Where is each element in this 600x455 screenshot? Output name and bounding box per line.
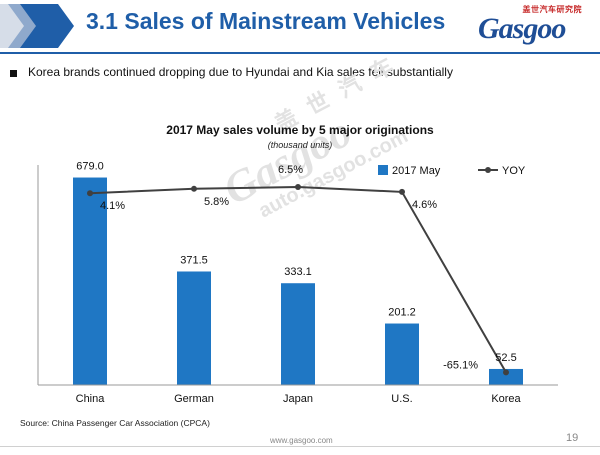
chevron-decoration-icon xyxy=(0,4,74,48)
chart-subtitle: (thousand units) xyxy=(268,140,333,150)
logo-wordmark: Gasgoo xyxy=(478,12,566,45)
yoy-point xyxy=(87,190,93,197)
footer-divider xyxy=(0,446,600,447)
bar-value-label: 371.5 xyxy=(180,254,208,266)
bar-value-label: 201.2 xyxy=(388,307,416,319)
legend-bar-swatch xyxy=(378,165,388,175)
header: 3.1 Sales of Mainstream Vehicles 盖世汽车研究院… xyxy=(0,0,600,52)
yoy-value-label: 5.8% xyxy=(204,196,229,208)
gasgoo-logo: 盖世汽车研究院 Gasgoo xyxy=(472,4,594,48)
yoy-value-label: 6.5% xyxy=(278,164,303,176)
x-tick-label: Japan xyxy=(283,393,313,405)
header-divider xyxy=(0,52,600,54)
yoy-point xyxy=(503,369,509,376)
x-tick-label: U.S. xyxy=(391,393,412,405)
source-note: Source: China Passenger Car Association … xyxy=(20,418,210,428)
bar xyxy=(489,368,523,385)
x-tick-label: German xyxy=(174,393,214,405)
bar xyxy=(385,323,419,385)
yoy-point xyxy=(295,184,301,190)
x-tick-label: Korea xyxy=(491,393,521,405)
yoy-point xyxy=(191,185,197,192)
legend-line-marker xyxy=(485,167,491,173)
bar-value-label: 52.5 xyxy=(495,352,516,364)
yoy-point xyxy=(399,188,405,195)
yoy-value-label: -65.1% xyxy=(443,359,478,371)
bar xyxy=(281,283,315,385)
chart-title: 2017 May sales volume by 5 major origina… xyxy=(166,123,434,137)
x-tick-label: China xyxy=(76,393,106,405)
bar xyxy=(177,271,211,385)
legend-label-bars: 2017 May xyxy=(392,165,441,177)
page-number: 19 xyxy=(566,432,579,444)
bullet-square-icon xyxy=(10,70,17,77)
bullet-text: Korea brands continued dropping due to H… xyxy=(28,65,453,79)
legend-label-line: YOY xyxy=(502,165,526,177)
logo-chinese-text: 盖世汽车研究院 xyxy=(522,5,582,14)
yoy-value-label: 4.1% xyxy=(100,200,125,212)
bar-value-label: 333.1 xyxy=(284,266,312,278)
bar-value-label: 679.0 xyxy=(76,161,104,173)
footer-url: www.gasgoo.com xyxy=(270,436,333,445)
yoy-value-label: 4.6% xyxy=(412,199,437,211)
chart-legend: 2017 May YOY xyxy=(378,165,526,177)
bar xyxy=(73,177,107,385)
page-title: 3.1 Sales of Mainstream Vehicles xyxy=(86,8,446,34)
